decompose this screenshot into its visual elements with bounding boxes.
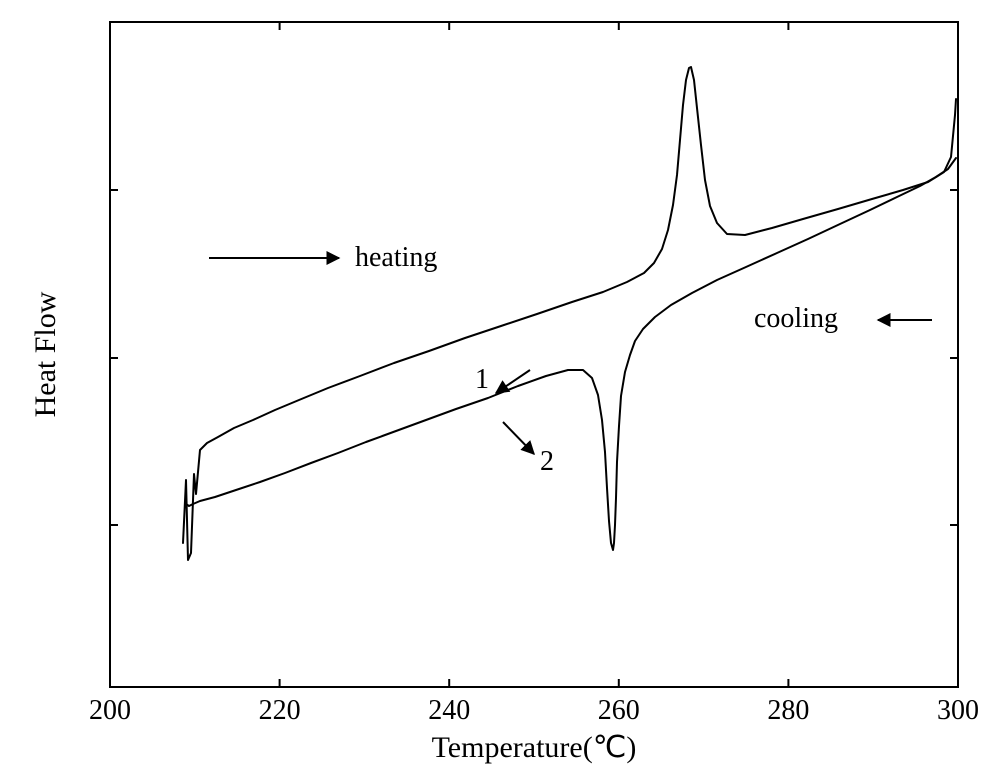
dsc-chart: 200 220 240 260 280 300 Temperature(℃) Heat Flo… — [0, 0, 1000, 769]
cooling-label: cooling — [754, 303, 838, 334]
y-axis-title: Heat Flow — [29, 291, 62, 417]
x-tick-label: 200 — [89, 695, 131, 726]
x-tick-label: 220 — [259, 695, 301, 726]
curve-1-label-arrow — [496, 370, 530, 393]
chart-svg: 200 220 240 260 280 300 Temperature(℃) Heat Flo… — [0, 0, 1000, 769]
curve-heating — [183, 67, 956, 560]
curve-cooling — [186, 158, 956, 550]
x-tick-label: 300 — [937, 695, 979, 726]
x-tick-label: 280 — [767, 695, 809, 726]
heating-label: heating — [355, 242, 437, 273]
curve-1-label: 1 — [475, 364, 489, 395]
x-tick-label: 240 — [428, 695, 470, 726]
x-axis-title: Temperature(℃) — [432, 731, 637, 764]
plot-frame — [110, 22, 958, 687]
x-tick-label: 260 — [598, 695, 640, 726]
curve-2-label-arrow — [503, 422, 534, 454]
curve-2-label: 2 — [540, 446, 554, 477]
